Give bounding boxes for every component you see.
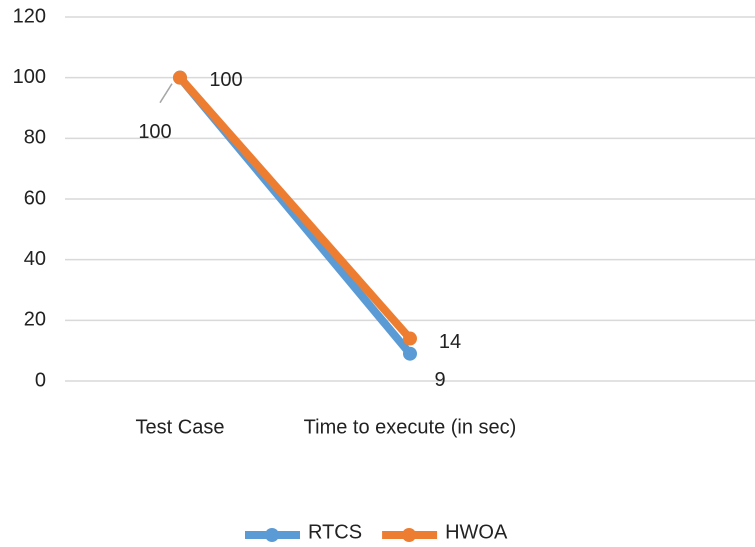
- legend-marker: [265, 528, 279, 542]
- data-point: [403, 346, 417, 361]
- y-tick-label: 100: [13, 66, 46, 88]
- series-line: [176, 75, 414, 342]
- legend-marker: [402, 528, 417, 542]
- y-tick-label: 80: [24, 127, 46, 149]
- x-tick-label: Time to execute (in sec): [304, 416, 517, 438]
- data-point: [403, 331, 417, 346]
- data-point: [173, 70, 187, 85]
- legend-label: HWOA: [445, 521, 508, 543]
- legend-label: RTCS: [308, 521, 362, 543]
- data-label: 9: [434, 369, 445, 391]
- x-tick-label: Test Case: [136, 416, 225, 438]
- y-tick-label: 0: [35, 369, 46, 391]
- data-label: 100: [138, 121, 171, 143]
- y-tick-label: 40: [24, 248, 46, 270]
- y-tick-label: 20: [24, 309, 46, 331]
- data-label: 100: [209, 69, 242, 91]
- y-tick-label: 120: [13, 5, 46, 27]
- y-tick-label: 60: [24, 187, 46, 209]
- data-label: 14: [439, 331, 461, 353]
- leader-line: [159, 83, 173, 104]
